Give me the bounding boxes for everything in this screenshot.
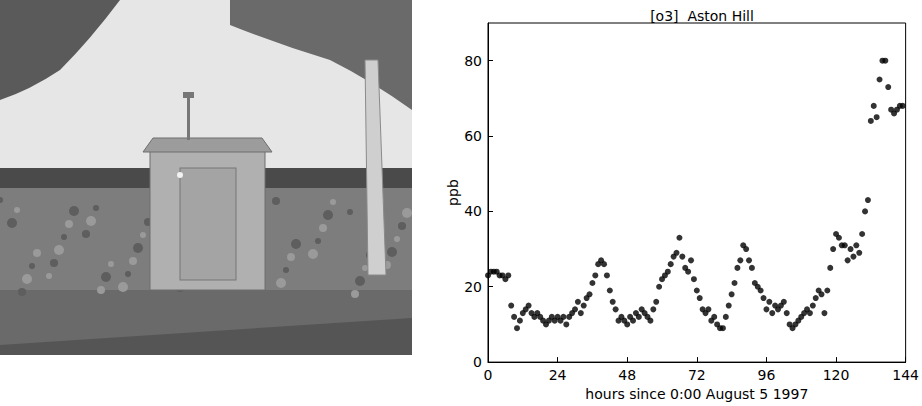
svg-text:ppb: ppb [445, 179, 461, 206]
svg-text:120: 120 [823, 367, 850, 383]
svg-text:0: 0 [484, 367, 493, 383]
svg-text:0: 0 [473, 354, 482, 370]
svg-text:60: 60 [464, 128, 482, 144]
svg-text:hours since 0:00 August 5 1997: hours since 0:00 August 5 1997 [585, 386, 808, 402]
svg-text:[o3] Aston Hill: [o3] Aston Hill [650, 8, 754, 24]
svg-text:40: 40 [464, 203, 482, 219]
svg-text:80: 80 [464, 53, 482, 69]
svg-text:96: 96 [758, 367, 776, 383]
svg-text:24: 24 [549, 367, 567, 383]
svg-text:20: 20 [464, 279, 482, 295]
svg-text:72: 72 [688, 367, 706, 383]
svg-text:144: 144 [892, 367, 919, 383]
svg-text:48: 48 [618, 367, 636, 383]
